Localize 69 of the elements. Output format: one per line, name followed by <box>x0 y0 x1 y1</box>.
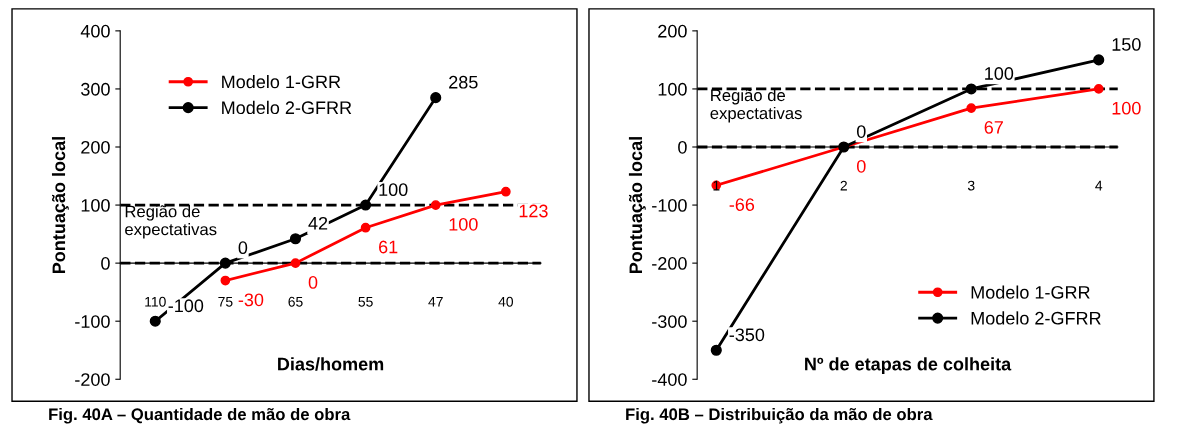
y-tick-label: -100 <box>75 315 110 328</box>
data-label: 0 <box>238 241 248 255</box>
y-tick-label: -200 <box>75 373 110 386</box>
data-label: -100 <box>168 299 204 313</box>
x-axis-title: Dias/homem <box>278 357 384 371</box>
point <box>1093 84 1104 94</box>
point <box>430 200 441 210</box>
legend-label: Modelo 1-GRR <box>971 285 1090 299</box>
y-tick-label: 200 <box>81 140 110 154</box>
legend-label: Modelo 2-GFRR <box>971 311 1101 325</box>
x-tick-label: 1 <box>713 180 720 191</box>
y-tick-label: 0 <box>101 257 110 270</box>
y-tick-label: 0 <box>678 140 687 154</box>
data-label: 100 <box>985 67 1014 80</box>
data-label: -66 <box>729 198 755 211</box>
data-label: 0 <box>856 125 866 138</box>
data-label: 42 <box>308 216 328 230</box>
legend-label: Modelo 2-GFRR <box>222 100 352 115</box>
y-tick-label: -400 <box>652 373 687 386</box>
x-tick-label: 75 <box>218 296 233 307</box>
x-tick-label: 55 <box>358 296 373 307</box>
x-tick-label: 2 <box>840 180 847 191</box>
x-tick-label: 65 <box>288 296 303 307</box>
data-label: 0 <box>856 159 866 173</box>
data-label: 100 <box>379 183 408 197</box>
y-tick-label: 200 <box>658 24 687 38</box>
point <box>360 199 372 211</box>
caption: Fig. 40A – Quantidade de mão de obra <box>49 407 351 424</box>
x-tick-label: 3 <box>967 180 975 191</box>
y-tick-label: 400 <box>80 24 110 38</box>
data-label: 100 <box>449 217 478 231</box>
y-axis-title: Pontuação local <box>51 137 69 274</box>
x-axis-title: Nº de etapas de colheita <box>805 357 1012 375</box>
x-tick-label: 47 <box>428 296 443 307</box>
y-tick-label: 100 <box>81 199 110 212</box>
data-label: -30 <box>238 293 264 307</box>
annotation: Região de expectativas <box>710 88 802 123</box>
data-label: 123 <box>519 204 548 218</box>
data-label: 285 <box>449 75 478 89</box>
y-tick-label: -300 <box>652 315 687 328</box>
data-label: 67 <box>984 120 1003 134</box>
point <box>289 233 302 245</box>
data-label: 150 <box>1112 38 1141 51</box>
point <box>1093 54 1105 66</box>
caption: Fig. 40B – Distribuição da mão de obra <box>626 407 933 424</box>
y-tick-label: 100 <box>658 82 687 96</box>
point <box>149 315 161 327</box>
point <box>966 103 977 113</box>
data-label: 100 <box>1112 101 1141 115</box>
y-tick-label: -200 <box>652 257 687 270</box>
x-tick-label: 4 <box>1095 180 1103 191</box>
annotation: Região de expectativas <box>125 205 217 239</box>
data-label: 0 <box>308 276 318 289</box>
point <box>290 258 301 268</box>
data-label: -350 <box>729 328 765 342</box>
y-tick-label: 300 <box>81 82 110 96</box>
point <box>430 92 442 104</box>
point <box>965 83 977 95</box>
x-tick-label: 110 <box>145 296 166 307</box>
data-label: 61 <box>379 240 398 254</box>
y-axis-title: Pontuação local <box>628 137 646 274</box>
point <box>710 344 722 356</box>
point <box>219 257 231 269</box>
legend-label: Modelo 1-GRR <box>222 74 341 89</box>
point <box>220 275 231 286</box>
x-tick-label: 40 <box>498 296 514 307</box>
point <box>360 222 371 233</box>
point <box>500 186 511 197</box>
y-tick-label: -100 <box>652 199 687 212</box>
